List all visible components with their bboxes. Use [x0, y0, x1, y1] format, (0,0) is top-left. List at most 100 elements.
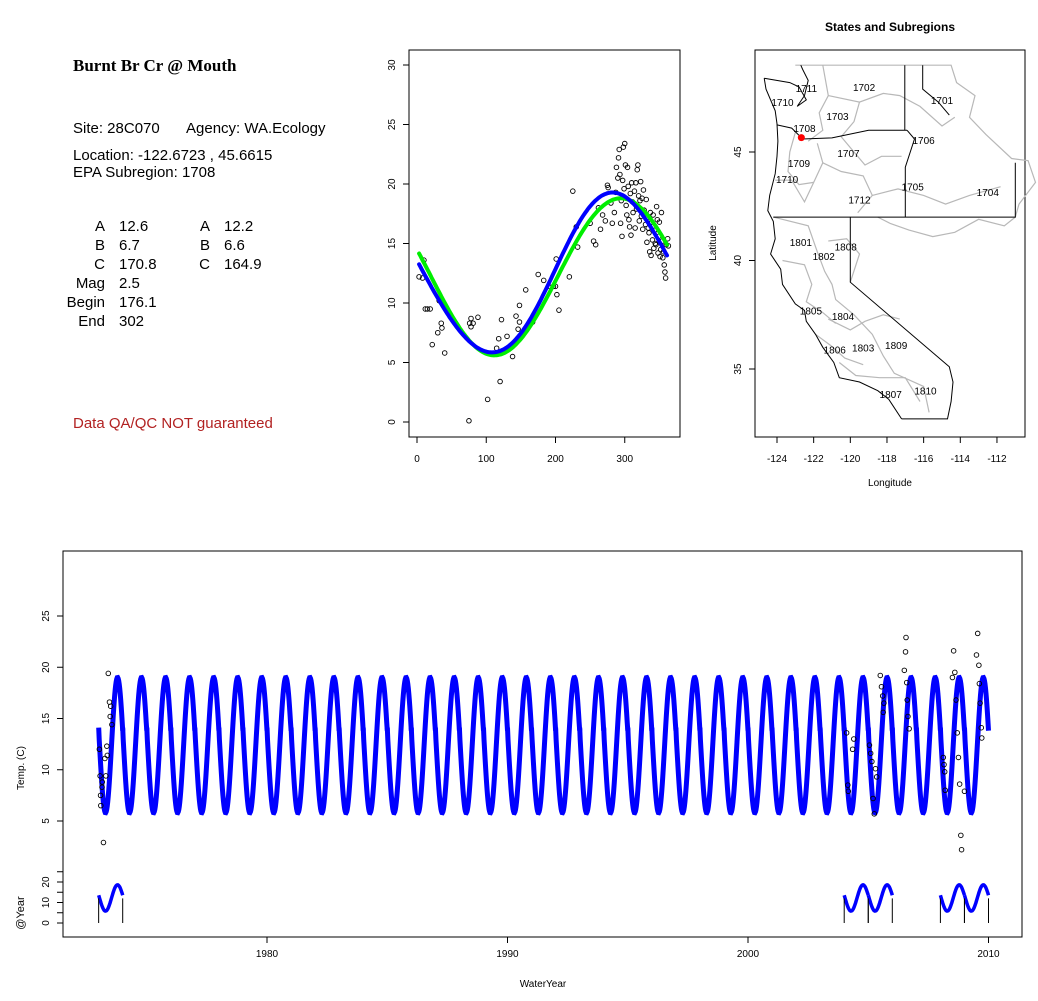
- data-point: [605, 184, 611, 191]
- observation-point: [107, 713, 113, 720]
- observation-point: [902, 649, 909, 655]
- data-point: [424, 306, 431, 312]
- data-point: [648, 252, 654, 259]
- data-point: [613, 164, 620, 171]
- epa-subregion: EPA Subregion: 1708: [73, 164, 215, 181]
- observation-point: [849, 746, 856, 753]
- data-point: [522, 287, 529, 293]
- fit-curve-year: [962, 674, 991, 816]
- subregion-boundary: [840, 101, 902, 166]
- data-point: [656, 219, 663, 225]
- observation-point: [104, 752, 111, 759]
- observation-point: [104, 743, 110, 749]
- data-point: [435, 330, 441, 336]
- observation-point: [901, 667, 908, 674]
- subregion-label: 1801: [790, 238, 813, 249]
- observation-point: [976, 680, 983, 687]
- x-tick-label: 300: [616, 454, 633, 465]
- fit-curve-year: [432, 674, 462, 816]
- data-point: [602, 218, 609, 224]
- map-frame: [754, 49, 1026, 438]
- year-fit-curve: [842, 883, 870, 913]
- data-point: [619, 177, 626, 184]
- y-tick-label: 10: [41, 764, 52, 776]
- data-point: [640, 187, 647, 193]
- info-panel: Burnt Br Cr @ Mouth Site: 28C070 Agency:…: [67, 56, 326, 432]
- param-value: 164.9: [224, 256, 262, 273]
- data-point: [632, 225, 638, 231]
- fit-curve-year: [841, 674, 871, 816]
- fit-curve-year: [240, 674, 270, 816]
- y-tick-label: 5: [387, 359, 398, 365]
- subregion-label: 1706: [913, 136, 936, 147]
- fit-curve-year: [264, 674, 294, 816]
- data-point: [470, 320, 476, 326]
- fit-curve-year: [120, 674, 150, 816]
- fit-curve-year: [481, 674, 510, 816]
- data-point: [653, 203, 660, 210]
- data-point: [624, 212, 630, 218]
- fit-curve-year: [553, 674, 583, 816]
- x-tick-label: 1980: [256, 949, 279, 960]
- data-point: [644, 239, 650, 246]
- fit-curve-year: [673, 674, 703, 816]
- data-point: [646, 230, 652, 236]
- observation-point: [953, 697, 959, 703]
- qa-disclaimer: Data QA/QC NOT guaranteed: [73, 415, 273, 432]
- data-point: [624, 164, 631, 171]
- observation-point: [99, 779, 106, 785]
- param-value: 6.6: [224, 237, 245, 254]
- data-point: [498, 316, 505, 323]
- fit-curve-year: [505, 674, 534, 816]
- year-fit-curve: [866, 883, 894, 913]
- subregion-boundary: [795, 64, 1037, 218]
- subregion-boundary: [782, 259, 837, 324]
- data-point: [630, 209, 636, 216]
- observation-point: [903, 634, 909, 641]
- data-point: [622, 140, 628, 147]
- data-point: [604, 182, 611, 188]
- observation-point: [976, 662, 982, 668]
- coastline: [763, 78, 903, 420]
- data-point: [441, 350, 448, 356]
- subregion-boundary: [815, 333, 864, 366]
- data-point: [504, 333, 510, 340]
- state-boundary: [773, 162, 1016, 218]
- seasonal-scatter-plot: 0 100 200 300 0 5 10 15 20 25 30: [387, 49, 681, 465]
- data-point: [427, 306, 433, 312]
- fit-curve-year: [577, 674, 607, 816]
- data-point: [619, 233, 625, 240]
- subregion-boundary: [822, 162, 874, 214]
- fit-curve-year: [625, 674, 655, 816]
- observation-point: [867, 750, 874, 757]
- subregion-label: 1703: [826, 112, 849, 123]
- data-point: [466, 418, 472, 424]
- subregion-boundary: [787, 132, 814, 186]
- data-point: [662, 269, 668, 275]
- subregion-boundary: [807, 65, 829, 142]
- data-point: [637, 178, 644, 185]
- y-tick-label: 10: [387, 297, 398, 309]
- fit-curve-year: [721, 674, 751, 816]
- data-point: [628, 232, 634, 238]
- data-point: [516, 302, 523, 309]
- data-point: [625, 183, 631, 190]
- data-point: [620, 144, 627, 150]
- observation-point: [941, 761, 947, 768]
- data-point: [611, 209, 618, 216]
- y-tick-label: 0: [387, 419, 398, 425]
- param-value: 12.6: [119, 218, 148, 235]
- observation-point: [905, 713, 911, 720]
- state-boundary: [904, 129, 916, 218]
- observation-point: [904, 697, 910, 703]
- data-point: [540, 277, 547, 284]
- data-point: [623, 202, 629, 209]
- observation-point: [973, 652, 980, 658]
- observation-point: [873, 774, 880, 780]
- observation-point: [870, 795, 876, 802]
- observation-point: [903, 679, 910, 686]
- data-point: [495, 335, 502, 342]
- y-axis-label: Latitude: [708, 225, 719, 261]
- data-point: [597, 226, 604, 232]
- x-axis-label: Longitude: [868, 478, 912, 489]
